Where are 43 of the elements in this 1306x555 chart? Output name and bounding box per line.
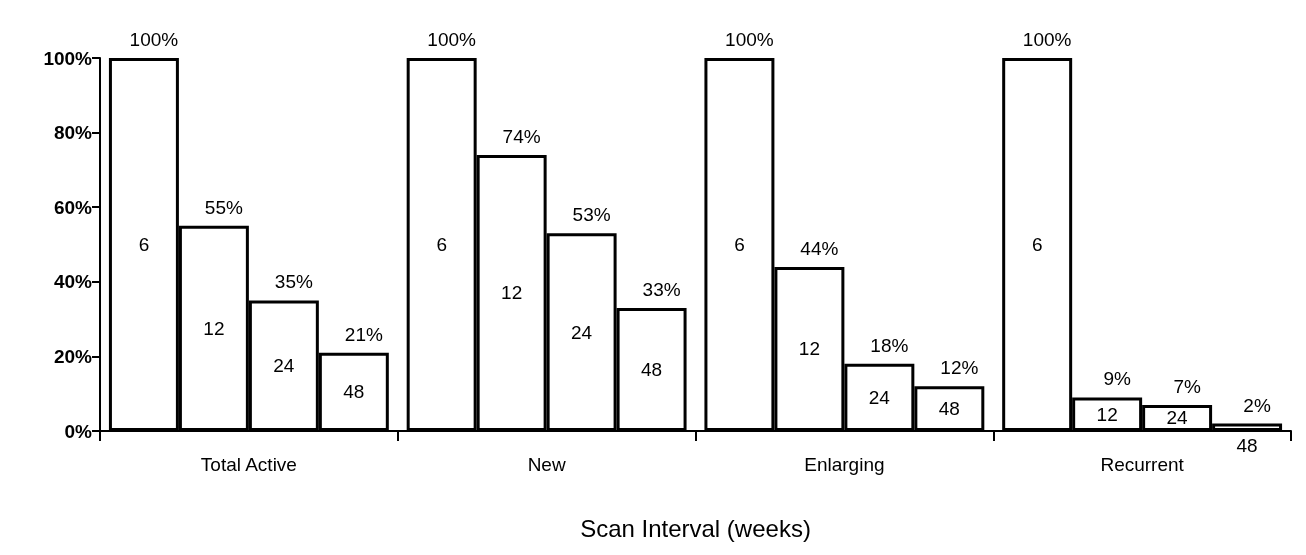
data-label: 100%	[427, 29, 477, 50]
data-label: 33%	[642, 278, 681, 300]
y-tick-label: 0%	[64, 420, 93, 442]
text: 48	[641, 358, 663, 380]
x-tick-label: Total Active	[200, 454, 297, 475]
x-tick-label: Recurrent	[1100, 454, 1185, 475]
series-label: 12	[1096, 403, 1118, 425]
text: 12	[501, 282, 523, 304]
series-label: 48	[1236, 434, 1258, 456]
text: 24	[273, 355, 295, 377]
y-tick-label: 80%	[53, 122, 93, 144]
data-label: 9%	[1103, 368, 1131, 390]
data-label: 18%	[870, 334, 909, 356]
x-axis-title: Scan Interval (weeks)	[580, 514, 811, 542]
text: 24	[571, 321, 593, 343]
text: 6	[1031, 234, 1043, 255]
data-label: 21%	[344, 323, 383, 345]
text: 48	[938, 398, 960, 420]
x-tick-label: Enlarging	[804, 454, 885, 475]
data-label: 100%	[129, 29, 179, 50]
text: 12	[798, 338, 820, 360]
data-label: 35%	[274, 271, 313, 293]
series-label: 24	[1166, 407, 1189, 429]
data-label: 2%	[1243, 394, 1271, 416]
y-tick-label: 60%	[53, 196, 93, 218]
text: 48	[343, 381, 365, 403]
text: 24	[868, 386, 890, 408]
data-label: 7%	[1173, 375, 1201, 397]
text: 6	[436, 234, 447, 255]
x-tick-label: New	[527, 454, 566, 475]
data-label: 12%	[940, 357, 979, 379]
data-label: 44%	[800, 237, 839, 259]
series-label: 6	[734, 234, 745, 255]
y-tick-label: 100%	[43, 47, 93, 69]
data-label: 55%	[204, 196, 244, 218]
y-tick-label: 20%	[53, 345, 93, 367]
text: 12	[203, 317, 225, 339]
text: 6	[138, 234, 150, 255]
data-label: 74%	[502, 125, 541, 147]
data-label: 53%	[572, 204, 611, 226]
data-label: 100%	[725, 29, 774, 50]
y-tick-label: 40%	[53, 271, 93, 293]
data-label: 100%	[1022, 29, 1072, 50]
